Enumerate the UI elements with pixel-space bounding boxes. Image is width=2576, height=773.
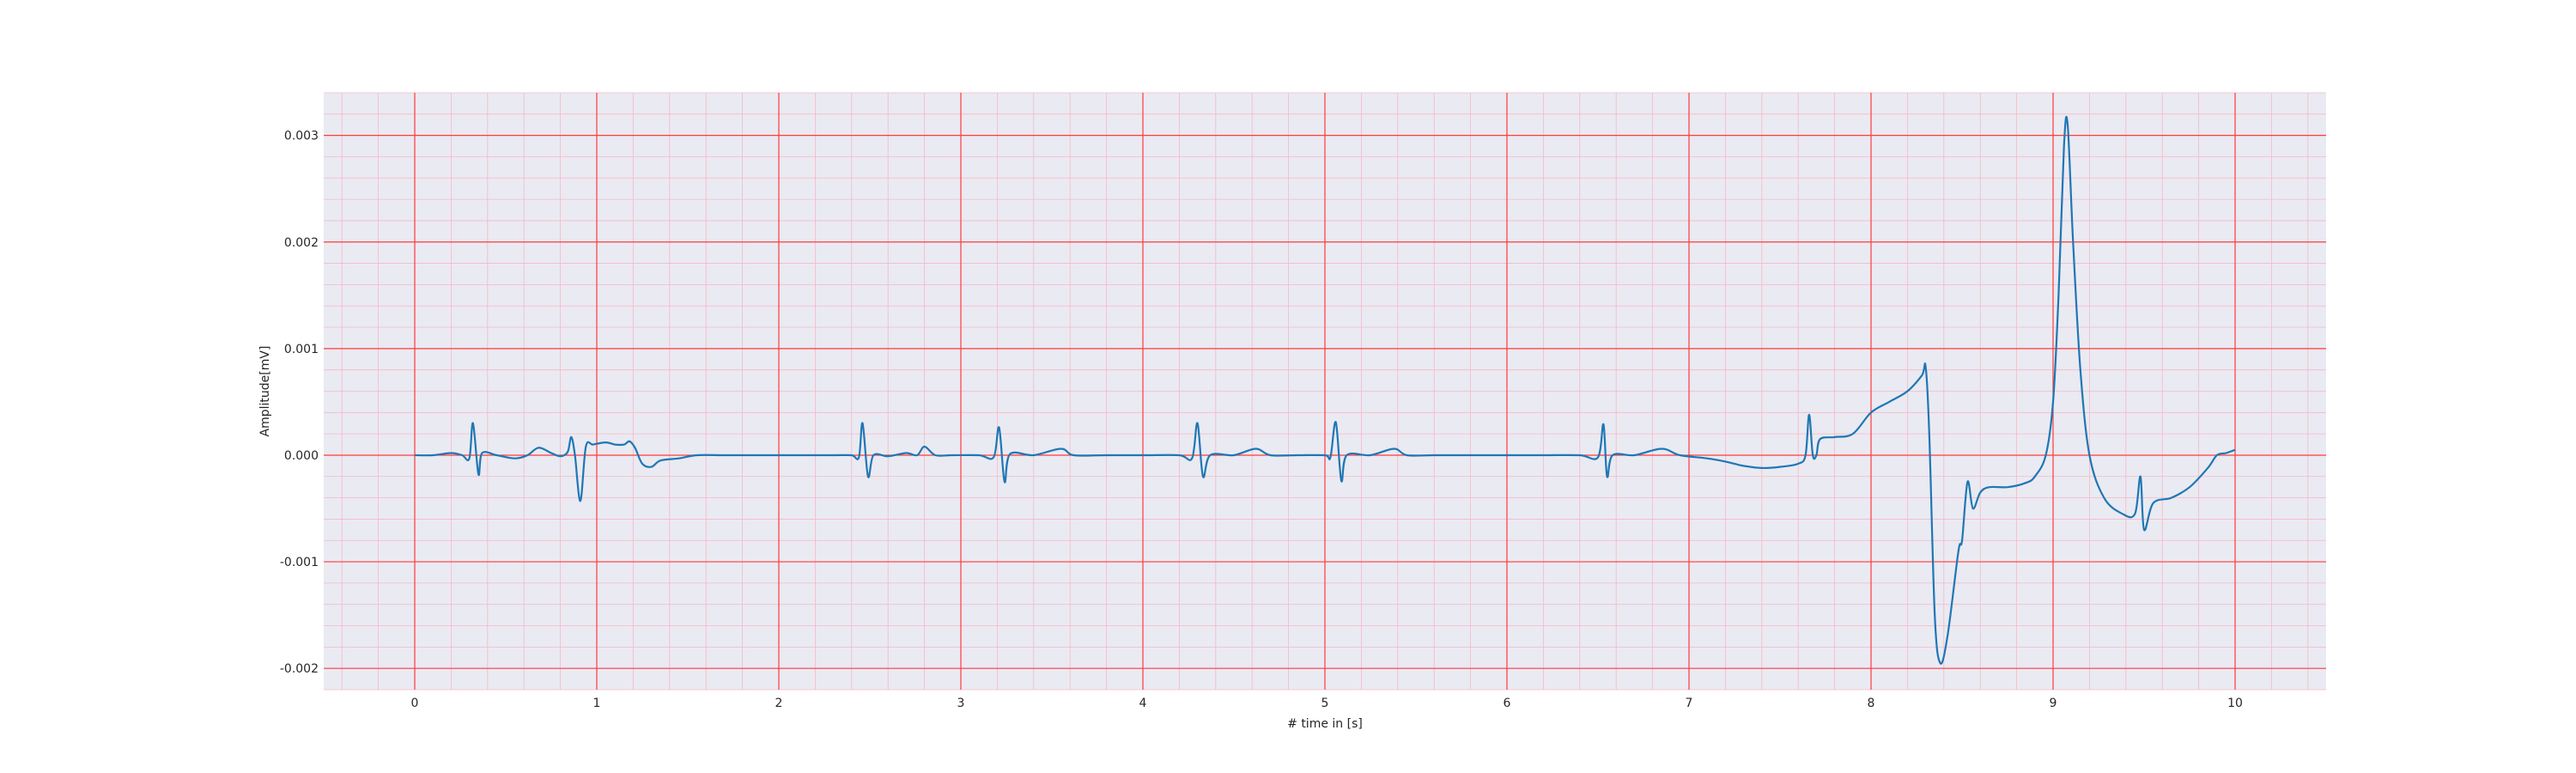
x-tick-label: 3 <box>957 697 965 710</box>
x-axis-label: # time in [s] <box>1287 717 1363 731</box>
x-tick-labels: 0 1 2 3 4 5 6 7 8 9 10 <box>411 697 2243 710</box>
x-tick-label: 8 <box>1868 697 1875 710</box>
y-tick-label: -0.001 <box>280 556 319 569</box>
y-tick-labels: -0.002 -0.001 0.000 0.001 0.002 0.003 <box>280 130 319 677</box>
y-axis-label: Amplitude[mV] <box>258 346 272 437</box>
ecg-series-line <box>414 116 2236 665</box>
y-tick-label: 0.002 <box>284 236 319 250</box>
x-tick-label: 6 <box>1504 697 1511 710</box>
y-tick-label: 0.000 <box>284 449 319 463</box>
y-tick-label: -0.002 <box>280 662 319 676</box>
x-tick-label: 1 <box>593 697 601 710</box>
x-tick-label: 9 <box>2050 697 2057 710</box>
x-tick-label: 0 <box>411 697 419 710</box>
x-tick-label: 5 <box>1321 697 1329 710</box>
x-tick-label: 10 <box>2227 697 2243 710</box>
x-tick-label: 2 <box>775 697 783 710</box>
x-tick-label: 7 <box>1686 697 1693 710</box>
y-tick-label: 0.003 <box>284 130 319 143</box>
y-tick-label: 0.001 <box>284 343 319 356</box>
x-tick-label: 4 <box>1139 697 1147 710</box>
